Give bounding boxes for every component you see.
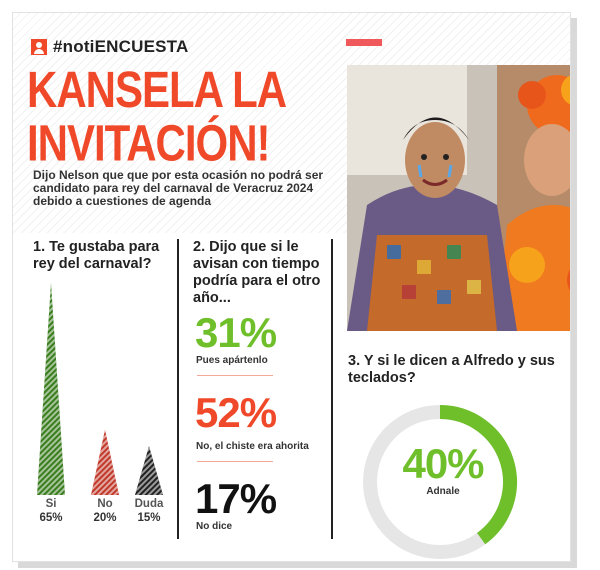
stat-divider-2 (197, 461, 273, 462)
donut-caption: Adnale (426, 486, 460, 497)
stat-divider-1 (197, 375, 273, 376)
subtitle: Dijo Nelson que que por esta ocasión no … (33, 168, 324, 208)
bar-stripes-no (91, 429, 119, 495)
person-icon (31, 39, 47, 55)
data-label-si: 65% (39, 512, 63, 524)
data-label-no: 20% (93, 512, 117, 524)
stat-3-value: 17% (195, 475, 277, 522)
stat-2-value: 52% (195, 389, 277, 436)
divider-1 (177, 239, 179, 539)
donut-value: 40% (402, 440, 484, 487)
bar-stripes-duda (135, 446, 163, 495)
question-3: 3. Y si le dicen a Alfredo y sus teclado… (348, 353, 555, 386)
question-1: 1. Te gustaba para rey del carnaval? (33, 239, 160, 272)
category-label-si: Si (45, 498, 57, 510)
brand: #notiENCUESTA (31, 37, 188, 57)
stat-1-caption: Pues apártenlo (196, 355, 268, 366)
bar-stripes-si (37, 283, 65, 495)
accent-bar (346, 39, 382, 46)
stat-3-caption: No dice (196, 521, 233, 532)
category-label-no: No (97, 498, 113, 510)
question-2: 2. Dijo que si le avisan con tiempo podr… (193, 239, 321, 306)
chart-1 (37, 283, 163, 495)
stat-2-caption: No, el chiste era ahorita (196, 441, 309, 452)
title-line-1: KANSELA LA (27, 60, 287, 118)
category-label-duda: Duda (134, 498, 164, 510)
chart-3-donut (363, 405, 517, 559)
page-title: KANSELA LA INVITACIÓN! (27, 60, 357, 172)
brand-label: #notiENCUESTA (53, 37, 189, 56)
data-label-duda: 15% (137, 512, 161, 524)
carnival-photo (347, 65, 570, 331)
divider-2 (331, 239, 333, 539)
stat-1-value: 31% (195, 309, 277, 356)
infographic-card: #notiENCUESTA KANSELA LA INVITACIÓN! Dij… (12, 12, 571, 562)
donut-arc (439, 405, 517, 545)
title-line-2: INVITACIÓN! (27, 114, 271, 172)
